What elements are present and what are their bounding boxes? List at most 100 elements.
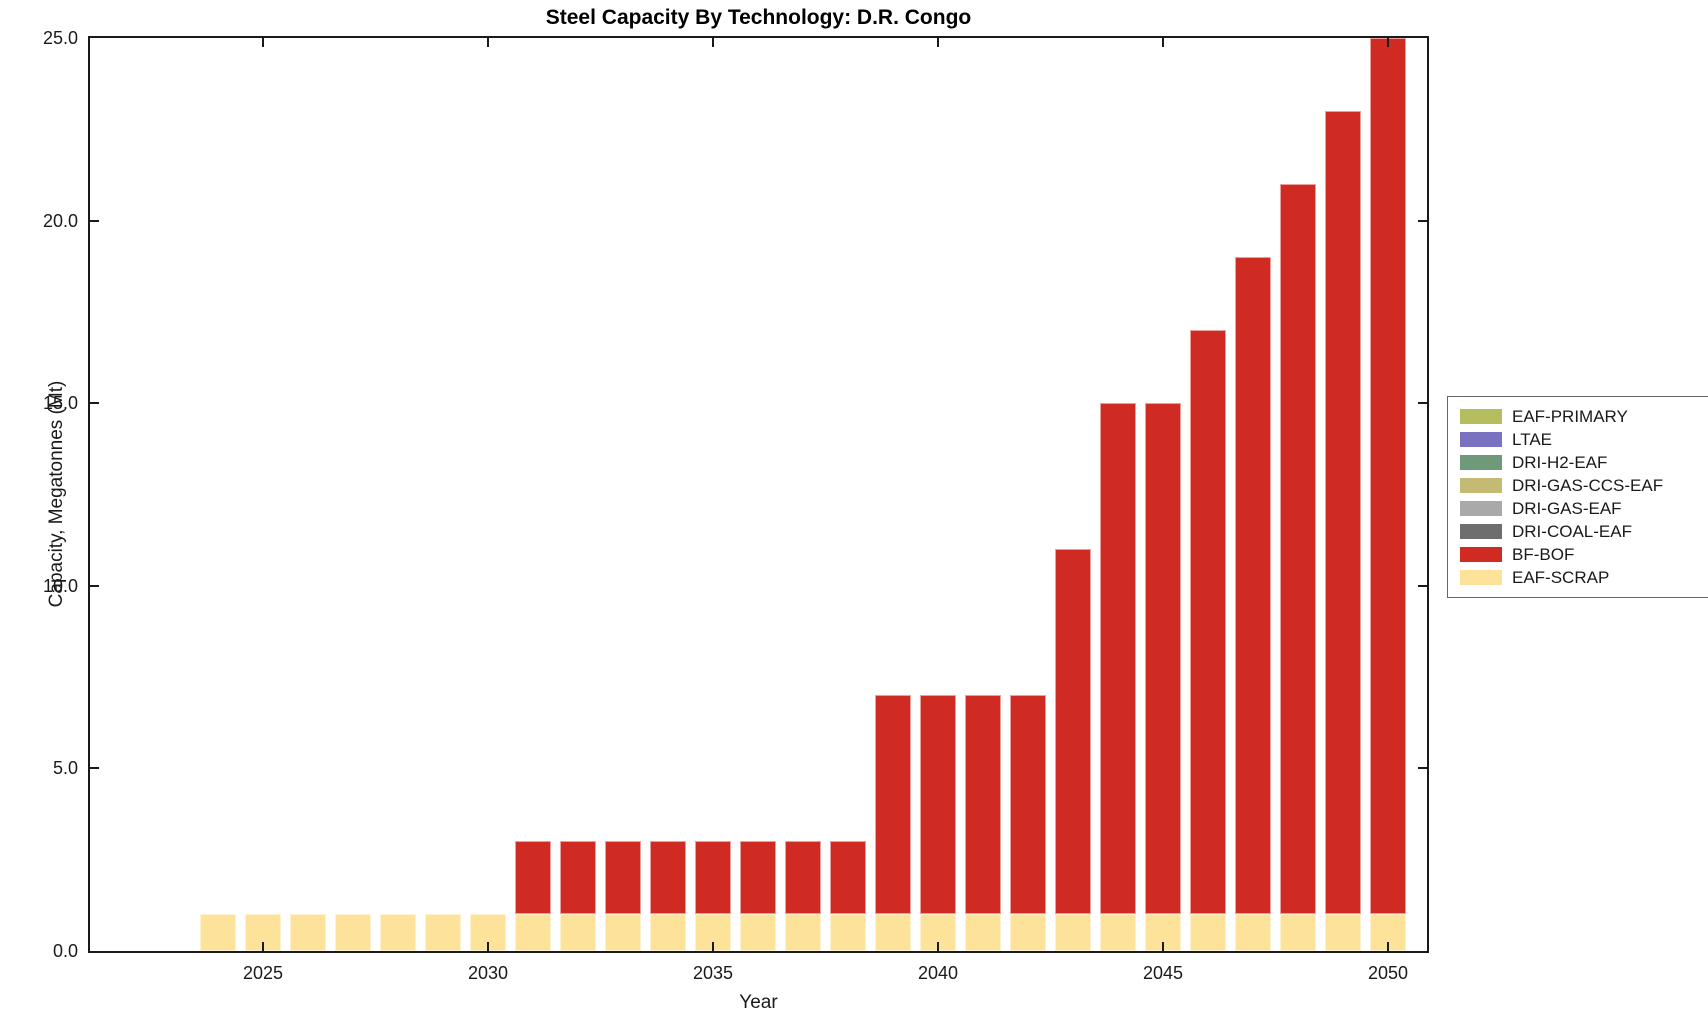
y-tick-right [1418,402,1427,405]
legend-entry-LTAE: LTAE [1460,428,1705,451]
x-tick-label: 2045 [1142,963,1184,983]
legend-label: EAF-PRIMARY [1512,406,1628,426]
bar-segment-2033-EAF-SCRAP [605,914,641,951]
bar-segment-2049-EAF-SCRAP [1325,914,1361,951]
bar-segment-2036-EAF-SCRAP [740,914,776,951]
bar-segment-2041-BF-BOF [965,695,1001,915]
y-tick-right [1418,767,1427,770]
bar-segment-2032-BF-BOF [560,841,596,915]
x-tick-top [937,38,939,47]
bar-segment-2039-BF-BOF [875,695,911,915]
legend-entry-DRI-GAS-CCS-EAF: DRI-GAS-CCS-EAF [1460,474,1705,497]
x-tick-label: 2030 [467,963,509,983]
legend-swatch-DRI-COAL-EAF [1460,524,1502,539]
legend-entry-DRI-H2-EAF: DRI-H2-EAF [1460,451,1705,474]
chart-title: Steel Capacity By Technology: D.R. Congo [545,6,972,29]
y-axis-label: Capacity, Megatonnes (Mt) [46,380,67,608]
x-tick-top [1387,38,1389,47]
y-tick-left [90,402,99,405]
bar-segment-2029-EAF-SCRAP [425,914,461,951]
legend-entry-EAF-SCRAP: EAF-SCRAP [1460,566,1705,589]
bar-segment-2044-BF-BOF [1100,403,1136,915]
x-tick-label: 2035 [692,963,734,983]
legend-label: DRI-H2-EAF [1512,452,1608,472]
bar-segment-2046-BF-BOF [1190,330,1226,915]
bar-segment-2044-EAF-SCRAP [1100,914,1136,951]
legend-label: DRI-COAL-EAF [1512,521,1632,541]
bar-segment-2039-EAF-SCRAP [875,914,911,951]
legend-swatch-DRI-GAS-EAF [1460,501,1502,516]
bar-segment-2038-EAF-SCRAP [830,914,866,951]
bar-segment-2041-EAF-SCRAP [965,914,1001,951]
x-tick-bottom [712,942,714,951]
x-axis-label: Year [739,992,778,1013]
bar-segment-2037-BF-BOF [785,841,821,915]
legend-swatch-BF-BOF [1460,547,1502,562]
y-tick-left [90,767,99,770]
x-tick-top [262,38,264,47]
y-tick-label: 0.0 [52,941,78,961]
bar-segment-2043-EAF-SCRAP [1055,914,1091,951]
x-tick-top [712,38,714,47]
bar-segment-2042-BF-BOF [1010,695,1046,915]
legend-entry-EAF-PRIMARY: EAF-PRIMARY [1460,405,1705,428]
bar-segment-2050-BF-BOF [1370,38,1406,915]
y-tick-label: 25.0 [42,28,78,48]
legend-swatch-EAF-SCRAP [1460,570,1502,585]
legend-swatch-DRI-H2-EAF [1460,455,1502,470]
x-tick-bottom [262,942,264,951]
bar-segment-2047-EAF-SCRAP [1235,914,1271,951]
bar-segment-2028-EAF-SCRAP [380,914,416,951]
bar-segment-2037-EAF-SCRAP [785,914,821,951]
legend-entry-DRI-GAS-EAF: DRI-GAS-EAF [1460,497,1705,520]
y-tick-right [1418,584,1427,587]
bar-segment-2040-BF-BOF [920,695,956,915]
legend-label: DRI-GAS-CCS-EAF [1512,475,1664,495]
y-tick-label: 5.0 [52,758,78,779]
plot-area [88,36,1429,953]
bar-segment-2033-BF-BOF [605,841,641,915]
x-tick-top [487,38,489,47]
x-tick-bottom [1387,942,1389,951]
bar-segment-2045-BF-BOF [1145,403,1181,915]
x-tick-bottom [487,942,489,951]
x-tick-label: 2040 [917,963,959,983]
bar-segment-2032-EAF-SCRAP [560,914,596,951]
bar-segment-2031-BF-BOF [515,841,551,915]
y-tick-right [1418,219,1427,222]
legend-label: BF-BOF [1512,544,1575,564]
y-tick-label: 20.0 [42,210,78,231]
legend-swatch-LTAE [1460,432,1502,447]
legend-label: DRI-GAS-EAF [1512,498,1622,518]
y-tick-label: 15.0 [42,393,78,414]
x-tick-top [1162,38,1164,47]
x-tick-label: 2025 [242,963,284,983]
y-tick-left [90,584,99,587]
bar-segment-2047-BF-BOF [1235,257,1271,915]
bar-segment-2043-BF-BOF [1055,549,1091,915]
bar-segment-2048-EAF-SCRAP [1280,914,1316,951]
y-tick-left [90,219,99,222]
bar-segment-2042-EAF-SCRAP [1010,914,1046,951]
x-tick-bottom [1162,942,1164,951]
bar-segment-2035-BF-BOF [695,841,731,915]
bar-segment-2026-EAF-SCRAP [290,914,326,951]
legend-entry-DRI-COAL-EAF: DRI-COAL-EAF [1460,520,1705,543]
bar-segment-2034-BF-BOF [650,841,686,915]
bar-segment-2031-EAF-SCRAP [515,914,551,951]
bar-segment-2048-BF-BOF [1280,184,1316,915]
bar-segment-2024-EAF-SCRAP [200,914,236,951]
bar-segment-2049-BF-BOF [1325,111,1361,915]
bar-segment-2034-EAF-SCRAP [650,914,686,951]
legend-label: LTAE [1512,429,1552,449]
bar-segment-2036-BF-BOF [740,841,776,915]
x-tick-bottom [937,942,939,951]
bar-segment-2046-EAF-SCRAP [1190,914,1226,951]
x-tick-label: 2050 [1367,963,1409,983]
bar-segment-2027-EAF-SCRAP [335,914,371,951]
y-tick-label: 10.0 [42,575,78,596]
legend-swatch-EAF-PRIMARY [1460,409,1502,424]
legend-swatch-DRI-GAS-CCS-EAF [1460,478,1502,493]
legend-entry-BF-BOF: BF-BOF [1460,543,1705,566]
